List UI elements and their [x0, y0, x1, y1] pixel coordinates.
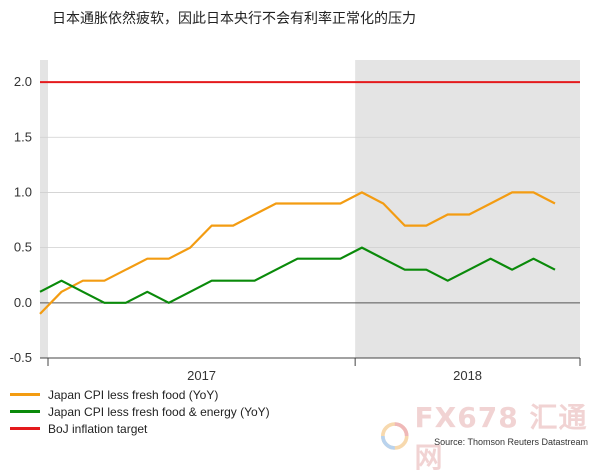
line-chart: 2.0 1.5 1.0 0.5 0.0 -0.5 2017 2018 — [10, 60, 581, 383]
y-tick-label: 0.5 — [14, 240, 32, 255]
legend: Japan CPI less fresh food (YoY) Japan CP… — [10, 386, 270, 437]
y-tick-label: 1.0 — [14, 184, 32, 199]
legend-swatch-green — [10, 410, 40, 413]
legend-item-cpi-core: Japan CPI less fresh food (YoY) — [10, 386, 270, 403]
series-line-cpi-core-core — [39, 246, 556, 304]
shade-band-2018 — [355, 60, 580, 358]
legend-label: Japan CPI less fresh food (YoY) — [48, 387, 219, 402]
shade-band-left — [40, 60, 48, 358]
x-group-label: 2018 — [453, 368, 482, 383]
shaded-regions — [40, 60, 580, 358]
watermark: FX678 汇通网 — [381, 396, 600, 476]
y-tick-label: 1.5 — [14, 129, 32, 144]
watermark-text: FX678 汇通网 — [414, 401, 588, 474]
y-tick-label: 0.0 — [14, 295, 32, 310]
series-lines — [39, 81, 580, 315]
axes: 2.0 1.5 1.0 0.5 0.0 -0.5 2017 2018 — [10, 74, 581, 383]
legend-swatch-orange — [10, 393, 40, 396]
series-line-cpi-core — [39, 191, 556, 315]
legend-label: BoJ inflation target — [48, 421, 148, 436]
legend-label: Japan CPI less fresh food & energy (YoY) — [48, 404, 270, 419]
legend-item-boj-target: BoJ inflation target — [10, 420, 270, 437]
x-group-label: 2017 — [187, 368, 216, 383]
legend-item-cpi-core-core: Japan CPI less fresh food & energy (YoY) — [10, 403, 270, 420]
fx678-logo-icon — [381, 422, 409, 450]
legend-swatch-red — [10, 427, 40, 430]
y-tick-label: -0.5 — [10, 350, 32, 365]
chart-title: 日本通胀依然疲软，因此日本央行不会有利率正常化的压力 — [52, 11, 416, 27]
y-tick-label: 2.0 — [14, 74, 32, 89]
source-note: Source: Thomson Reuters Datastream — [434, 437, 588, 447]
